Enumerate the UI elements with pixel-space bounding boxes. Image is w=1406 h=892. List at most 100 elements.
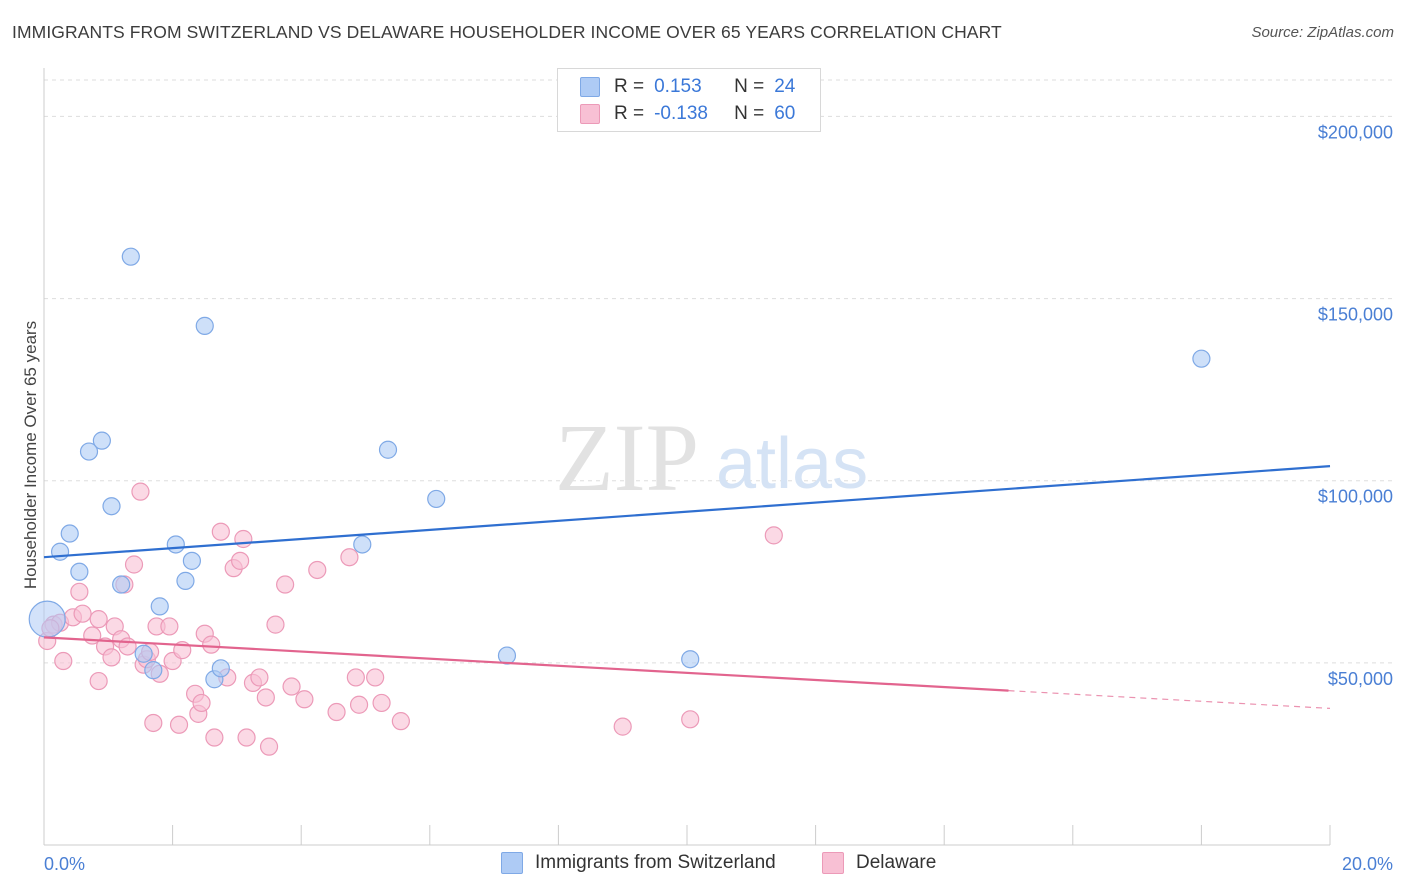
- delaware-point: [256, 688, 275, 707]
- delaware-point: [73, 604, 92, 623]
- delaware-point: [340, 548, 359, 567]
- delaware-trend-extension: [1008, 690, 1331, 709]
- watermark-atlas: atlas: [716, 424, 868, 504]
- y-tick-label: $150,000: [1318, 305, 1393, 325]
- bottom-legend-swatch-pink: [822, 852, 844, 874]
- switzerland-point: [150, 597, 169, 616]
- switzerland-point: [378, 440, 398, 459]
- axes: [43, 68, 1331, 846]
- switzerland-point: [70, 562, 89, 581]
- delaware-point: [124, 555, 144, 574]
- correlation-legend: R = 0.153 N = 24 R = -0.138 N = 60: [557, 68, 821, 132]
- delaware-point: [89, 610, 108, 629]
- delaware-point: [70, 582, 89, 601]
- delaware-point: [169, 715, 189, 734]
- delaware-point: [327, 702, 346, 722]
- delaware-point: [231, 551, 250, 570]
- delaware-point: [372, 693, 391, 713]
- delaware-point: [295, 690, 314, 709]
- switzerland-trend-line: [43, 465, 1331, 559]
- watermark-zip: ZIP: [555, 404, 699, 511]
- legend-r-label: R =: [614, 76, 645, 97]
- delaware-point: [308, 560, 327, 580]
- switzerland-point: [497, 646, 517, 665]
- switzerland-point: [102, 497, 121, 516]
- legend-row-switzerland: R = 0.153 N = 24: [580, 74, 795, 100]
- trend-lines: [43, 465, 1331, 709]
- delaware-point: [160, 617, 179, 636]
- tick-labels: $50,000 $100,000 $150,000 $200,000 0.0% 20.0%: [44, 122, 1393, 874]
- bottom-legend-switzerland: Immigrants from Switzerland: [501, 852, 776, 874]
- legend-r-label: R =: [614, 103, 645, 124]
- switzerland-point: [112, 575, 131, 594]
- delaware-point: [202, 635, 221, 654]
- switzerland-point: [134, 644, 153, 663]
- grid-lines: [44, 79, 1395, 664]
- switzerland-point: [50, 542, 70, 561]
- delaware-point: [259, 737, 279, 756]
- bottom-legend-delaware: Delaware: [822, 852, 936, 874]
- chart-title: IMMIGRANTS FROM SWITZERLAND VS DELAWARE …: [12, 22, 1002, 42]
- watermark: ZIP atlas: [555, 404, 868, 511]
- legend-r-value: -0.138: [654, 103, 708, 124]
- delaware-point: [282, 677, 301, 696]
- switzerland-point: [1192, 349, 1211, 368]
- delaware-point: [681, 710, 700, 729]
- delaware-point: [102, 648, 121, 667]
- y-axis-title: Householder Income Over 65 years: [21, 321, 40, 589]
- switzerland-point: [211, 659, 230, 678]
- legend-n-label: N =: [734, 76, 765, 97]
- source-credit: Source: ZipAtlas.com: [1251, 24, 1394, 41]
- delaware-point: [266, 615, 285, 634]
- delaware-point: [391, 712, 410, 731]
- legend-n-value: 24: [774, 76, 796, 97]
- y-tick-label: $50,000: [1328, 669, 1393, 689]
- switzerland-point: [182, 551, 201, 570]
- delaware-point: [250, 668, 269, 687]
- legend-n-value: 60: [774, 103, 796, 124]
- delaware-point: [613, 717, 632, 736]
- delaware-point: [118, 637, 137, 656]
- switzerland-point: [144, 661, 163, 680]
- y-tick-label: $100,000: [1318, 487, 1393, 507]
- delaware-point: [346, 668, 365, 687]
- delaware-point: [349, 695, 369, 714]
- delaware-point: [131, 482, 150, 501]
- x-tick-label: 20.0%: [1342, 854, 1393, 874]
- delaware-trend-line: [43, 636, 1009, 692]
- delaware-point: [234, 529, 253, 549]
- switzerland-point: [28, 600, 66, 638]
- data-points: [28, 247, 1211, 756]
- legend-n-label: N =: [734, 103, 765, 124]
- x-tick-label: 0.0%: [44, 854, 85, 874]
- bottom-legend-swatch-blue: [501, 852, 523, 874]
- switzerland-point: [60, 524, 79, 543]
- delaware-point: [89, 671, 108, 691]
- switzerland-point: [427, 489, 446, 509]
- legend-row-delaware: R = -0.138 N = 60: [580, 101, 795, 127]
- delaware-point: [764, 526, 783, 545]
- delaware-point: [192, 693, 211, 713]
- delaware-point: [54, 651, 73, 671]
- delaware-point: [205, 728, 224, 747]
- legend-swatch-blue: [580, 77, 600, 97]
- legend-swatch-pink: [580, 104, 600, 124]
- switzerland-point: [195, 316, 214, 335]
- delaware-point: [276, 575, 295, 594]
- switzerland-point: [79, 442, 99, 461]
- delaware-point: [211, 522, 230, 541]
- y-tick-label: $200,000: [1318, 122, 1393, 142]
- bottom-legend-label-delaware: Delaware: [856, 852, 937, 873]
- switzerland-point: [176, 571, 195, 590]
- switzerland-point: [121, 247, 140, 266]
- legend-r-value: 0.153: [654, 76, 702, 97]
- bottom-legend-label-switzerland: Immigrants from Switzerland: [535, 852, 776, 873]
- delaware-point: [366, 668, 385, 687]
- switzerland-point: [166, 535, 185, 554]
- switzerland-point: [353, 535, 372, 554]
- switzerland-point: [92, 431, 111, 450]
- switzerland-point: [681, 650, 700, 669]
- delaware-point: [144, 713, 163, 733]
- delaware-point: [237, 728, 256, 747]
